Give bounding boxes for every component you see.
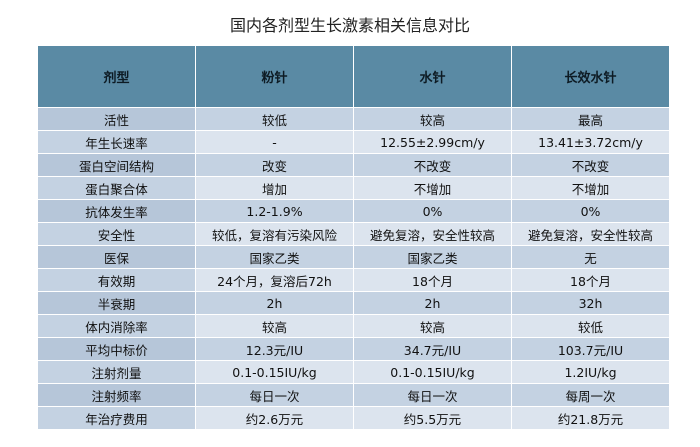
table-cell: 24个月，复溶后72h <box>195 268 354 292</box>
row-label-cell: 注射频率 <box>37 383 196 407</box>
table-cell: 0% <box>353 199 512 223</box>
table-row: 年治疗费用 约2.6万元 约5.5万元 约21.8万元 <box>37 406 670 430</box>
table-cell: 改变 <box>195 153 354 177</box>
row-label-cell: 年治疗费用 <box>37 406 196 430</box>
table-cell: 0% <box>511 199 670 223</box>
comparison-table: 剂型 粉针 水针 长效水针 活性 较低 较高 最高 年生长速率 -12.55±2.99cm… <box>37 45 670 430</box>
table-cell: 34.7元/IU <box>353 337 512 361</box>
row-label-cell: 年生长速率 <box>37 130 196 154</box>
table-row: 平均中标价 12.3元/IU 34.7元/IU 103.7元/IU <box>37 337 670 361</box>
row-label-cell: 半衰期 <box>37 291 196 315</box>
table-cell: 12.3元/IU <box>195 337 354 361</box>
table-cell: 32h <box>511 291 670 315</box>
row-label-cell: 蛋白聚合体 <box>37 176 196 200</box>
table-row: 半衰期 2h 2h 32h <box>37 291 670 315</box>
table-cell: 增加 <box>195 176 354 200</box>
table-cell: 较高 <box>353 107 512 131</box>
table-cell: 国家乙类 <box>195 245 354 269</box>
row-label-cell: 有效期 <box>37 268 196 292</box>
row-label-cell: 注射剂量 <box>37 360 196 384</box>
table-row: 体内消除率 较高 较高 较低 <box>37 314 670 338</box>
table-cell: 每日一次 <box>195 383 354 407</box>
table-cell: 不改变 <box>511 153 670 177</box>
table-cell: 较高 <box>195 314 354 338</box>
table-row: 抗体发生率 1.2-1.9% 0% 0% <box>37 199 670 223</box>
table-cell: 较低，复溶有污染风险 <box>195 222 354 246</box>
table-cell: 不改变 <box>353 153 512 177</box>
table-body: 活性 较低 较高 最高 年生长速率 -12.55±2.99cm/y 13.41±3.72cm… <box>37 107 670 430</box>
table-cell: 约21.8万元 <box>511 406 670 430</box>
header-long-acting-injection: 长效水针 <box>511 45 670 108</box>
row-label-cell: 抗体发生率 <box>37 199 196 223</box>
table-cell: 2h <box>195 291 354 315</box>
table-cell: 12.55±2.99cm/y <box>353 130 512 154</box>
row-label-cell: 体内消除率 <box>37 314 196 338</box>
table-cell: 1.2IU/kg <box>511 360 670 384</box>
table-row: 安全性 较低，复溶有污染风险 避免复溶，安全性较高 避免复溶，安全性较高 <box>37 222 670 246</box>
table-cell: 较低 <box>195 107 354 131</box>
table-cell: 13.41±3.72cm/y <box>511 130 670 154</box>
table-row: 年生长速率 -12.55±2.99cm/y 13.41±3.72cm/y <box>37 130 670 154</box>
table-cell: 国家乙类 <box>353 245 512 269</box>
table-cell: 103.7元/IU <box>511 337 670 361</box>
table-cell: 无 <box>511 245 670 269</box>
row-label-cell: 安全性 <box>37 222 196 246</box>
row-label-cell: 蛋白空间结构 <box>37 153 196 177</box>
table-cell: 18个月 <box>353 268 512 292</box>
table-row: 医保 国家乙类 国家乙类无 <box>37 245 670 269</box>
table-row: 注射频率 每日一次 每日一次 每周一次 <box>37 383 670 407</box>
page-title: 国内各剂型生长激素相关信息对比 <box>229 16 470 35</box>
table-cell: 较低 <box>511 314 670 338</box>
table-row: 蛋白空间结构 改变 不改变 不改变 <box>37 153 670 177</box>
table-cell: 0.1-0.15IU/kg <box>195 360 354 384</box>
table-cell: 不增加 <box>511 176 670 200</box>
row-label-cell: 医保 <box>37 245 196 269</box>
table-cell: 避免复溶，安全性较高 <box>511 222 670 246</box>
table-cell: 避免复溶，安全性较高 <box>353 222 512 246</box>
table-cell: 18个月 <box>511 268 670 292</box>
table-cell: 0.1-0.15IU/kg <box>353 360 512 384</box>
table-row: 注射剂量 0.1-0.15IU/kg 0.1-0.15IU/kg 1.2IU/kg <box>37 360 670 384</box>
table-cell: 较高 <box>353 314 512 338</box>
header-water-injection: 水针 <box>353 45 512 108</box>
table-cell: 1.2-1.9% <box>195 199 354 223</box>
table-row: 有效期 24个月，复溶后72h 18个月 18个月 <box>37 268 670 292</box>
table-cell: 每周一次 <box>511 383 670 407</box>
table-header-row: 剂型 粉针 水针 长效水针 <box>37 45 670 108</box>
table-cell: 最高 <box>511 107 670 131</box>
table-cell: 约5.5万元 <box>353 406 512 430</box>
table-cell: 每日一次 <box>353 383 512 407</box>
row-label-cell: 平均中标价 <box>37 337 196 361</box>
table-cell: 2h <box>353 291 512 315</box>
header-powder-injection: 粉针 <box>195 45 354 108</box>
row-label-cell: 活性 <box>37 107 196 131</box>
table-cell: 不增加 <box>353 176 512 200</box>
table-cell: - <box>195 130 354 154</box>
table-row: 活性 较低 较高 最高 <box>37 107 670 131</box>
table-row: 蛋白聚合体 增加 不增加 不增加 <box>37 176 670 200</box>
header-dosage-form: 剂型 <box>37 45 196 108</box>
table-cell: 约2.6万元 <box>195 406 354 430</box>
